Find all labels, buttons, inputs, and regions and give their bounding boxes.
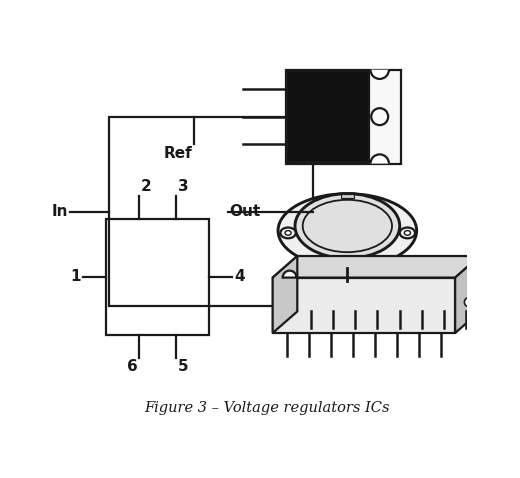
Circle shape bbox=[464, 298, 474, 307]
Bar bbox=[107, 219, 209, 335]
Text: 3: 3 bbox=[177, 179, 188, 195]
Text: 5: 5 bbox=[177, 359, 188, 374]
Polygon shape bbox=[455, 256, 480, 333]
Wedge shape bbox=[283, 271, 296, 278]
Text: 1: 1 bbox=[70, 269, 81, 284]
Ellipse shape bbox=[280, 228, 296, 239]
Text: In: In bbox=[52, 204, 69, 219]
Ellipse shape bbox=[278, 194, 417, 268]
Text: Out: Out bbox=[229, 204, 261, 219]
Bar bbox=[341, 194, 354, 197]
Polygon shape bbox=[272, 256, 480, 278]
Polygon shape bbox=[272, 256, 297, 333]
Polygon shape bbox=[272, 278, 455, 333]
Text: 6: 6 bbox=[127, 359, 138, 374]
Text: 2: 2 bbox=[140, 179, 151, 195]
Bar bbox=[286, 70, 401, 163]
Wedge shape bbox=[370, 154, 389, 163]
Text: Figure 3 – Voltage regulators ICs: Figure 3 – Voltage regulators ICs bbox=[144, 402, 389, 415]
Ellipse shape bbox=[405, 230, 410, 235]
Text: 4: 4 bbox=[234, 269, 245, 284]
Wedge shape bbox=[370, 70, 389, 79]
Ellipse shape bbox=[295, 194, 400, 258]
Text: Ref: Ref bbox=[163, 146, 192, 161]
Bar bbox=[287, 71, 369, 162]
Bar bbox=[109, 118, 313, 306]
Ellipse shape bbox=[285, 230, 291, 235]
Ellipse shape bbox=[400, 228, 415, 239]
